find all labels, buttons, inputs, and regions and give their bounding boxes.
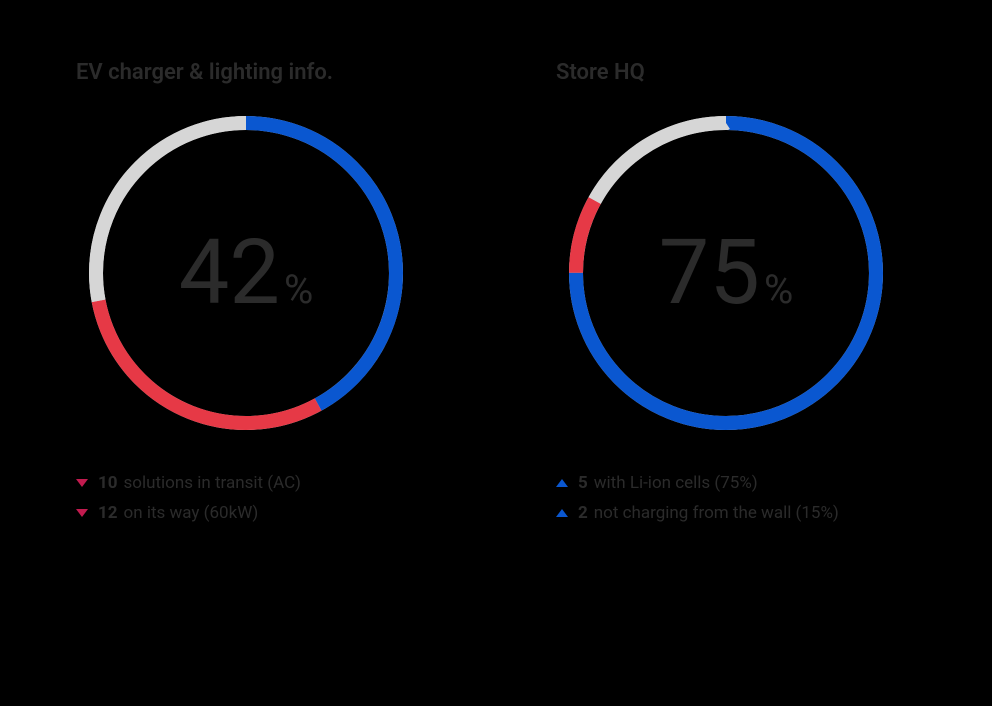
legend-text: solutions in transit (AC)	[124, 473, 301, 493]
panel-title: Store HQ	[556, 60, 645, 85]
panel-right: Store HQ 75 % 5 with Li-ion cells (75%)	[556, 60, 916, 523]
donut-chart: 75 %	[566, 113, 886, 433]
donut-unit: %	[284, 270, 313, 310]
legend-row: 10 solutions in transit (AC)	[76, 473, 301, 493]
caret-down-icon	[76, 509, 88, 517]
donut-value-wrap: 42 %	[179, 228, 313, 318]
panel-title: EV charger & lighting info.	[76, 60, 333, 85]
donut-unit: %	[764, 270, 793, 310]
caret-up-icon	[556, 479, 568, 487]
caret-up-icon	[556, 509, 568, 517]
legend-count: 5	[578, 473, 588, 493]
legend-text: with Li-ion cells (75%)	[594, 473, 758, 493]
legend-count: 10	[98, 473, 118, 493]
legend-row: 12 on its way (60kW)	[76, 503, 301, 523]
caret-down-icon	[76, 479, 88, 487]
page-root: EV charger & lighting info. 42 % 10 solu…	[0, 0, 992, 706]
donut-center: 75 %	[566, 113, 886, 433]
legend-count: 2	[578, 503, 588, 523]
panel-left: EV charger & lighting info. 42 % 10 solu…	[76, 60, 436, 523]
donut-chart: 42 %	[86, 113, 406, 433]
legend: 10 solutions in transit (AC) 12 on its w…	[76, 473, 301, 523]
legend-row: 2 not charging from the wall (15%)	[556, 503, 839, 523]
donut-value-wrap: 75 %	[659, 228, 793, 318]
legend-row: 5 with Li-ion cells (75%)	[556, 473, 839, 493]
legend-text: not charging from the wall (15%)	[594, 503, 839, 523]
donut-value: 75	[659, 228, 760, 318]
legend-count: 12	[98, 503, 118, 523]
donut-center: 42 %	[86, 113, 406, 433]
donut-value: 42	[179, 228, 280, 318]
legend: 5 with Li-ion cells (75%) 2 not charging…	[556, 473, 839, 523]
legend-text: on its way (60kW)	[124, 503, 259, 523]
